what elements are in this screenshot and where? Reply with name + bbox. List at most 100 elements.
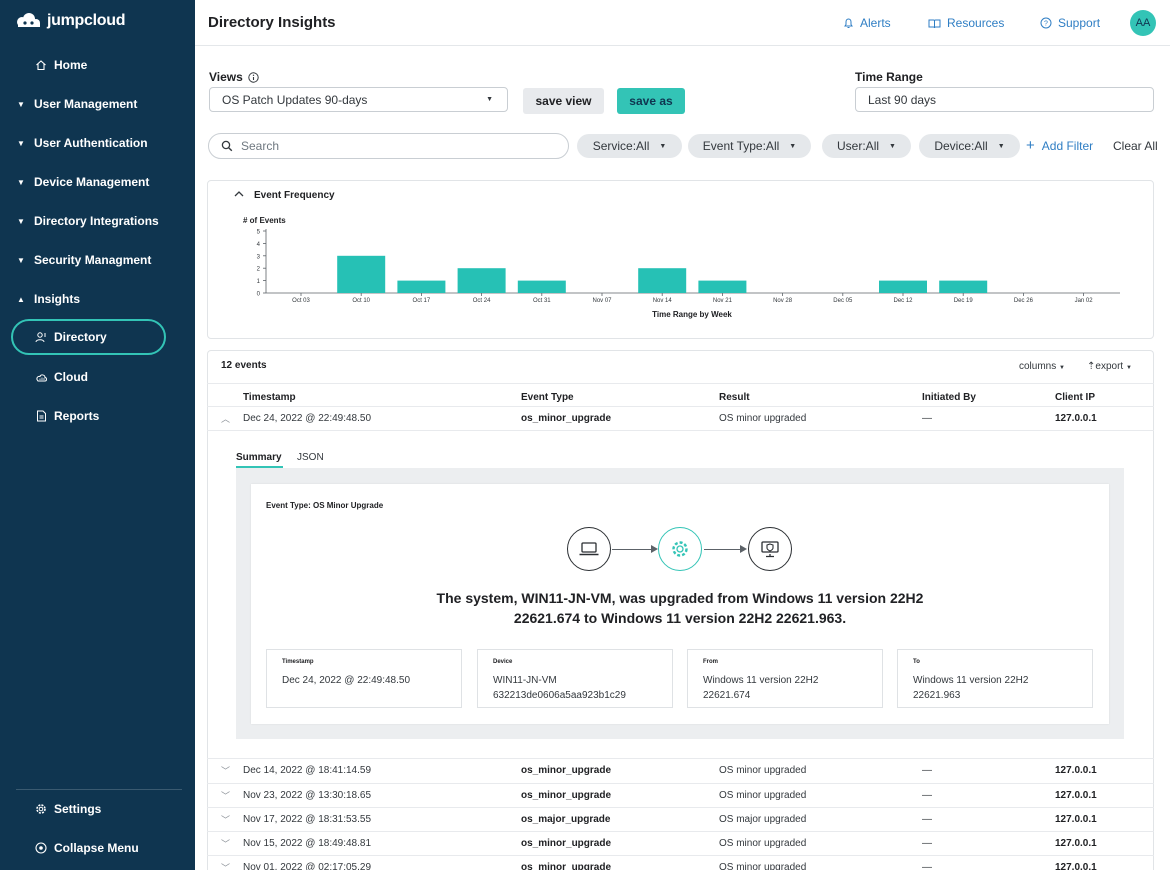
chevron-down-icon[interactable]: ﹀: [221, 791, 231, 801]
x-tick-label: Oct 03: [292, 298, 310, 304]
chevron-up-icon[interactable]: ︿: [221, 414, 231, 424]
views-select[interactable]: OS Patch Updates 90-days ▼: [209, 87, 508, 112]
tab-summary[interactable]: Summary: [236, 452, 282, 463]
bar-nov-21: [698, 280, 747, 293]
brand-name: jumpcloud: [47, 12, 126, 29]
sidebar-item-security-management[interactable]: ▼ Security Managment: [0, 245, 195, 275]
chevron-down-icon[interactable]: ﹀: [221, 766, 231, 776]
col-header-result[interactable]: Result: [719, 392, 750, 403]
info-line: WIN11-JN-VM: [493, 675, 557, 686]
bell-icon: [844, 18, 853, 28]
y-tick-label: 3: [257, 254, 261, 260]
x-tick-label: Dec 05: [833, 298, 853, 304]
events-count: 12 events: [221, 360, 267, 371]
filter-chip-service[interactable]: Service:All ▼: [577, 134, 682, 158]
save-view-button[interactable]: save view: [523, 88, 604, 114]
filter-chip-event-type[interactable]: Event Type:All ▼: [688, 134, 811, 158]
directory-icon: [34, 330, 48, 344]
info-line: Dec 24, 2022 @ 22:49:48.50: [282, 675, 411, 686]
sidebar-item-user-authentication[interactable]: ▼ User Authentication: [0, 128, 195, 158]
col-header-client-ip[interactable]: Client IP: [1055, 392, 1096, 403]
x-tick-label: Nov 14: [653, 298, 673, 304]
caret-up-icon: ▲: [17, 294, 25, 304]
alerts-link[interactable]: Alerts: [843, 16, 891, 30]
search-input[interactable]: Search: [208, 133, 569, 159]
info-box-title: From: [703, 659, 718, 665]
col-header-initiated-by[interactable]: Initiated By: [922, 392, 976, 403]
table-row[interactable]: ﹀ Nov 15, 2022 @ 18:49:48.81 os_minor_up…: [207, 831, 1154, 855]
sidebar-item-device-management[interactable]: ▼ Device Management: [0, 167, 195, 197]
table-row[interactable]: ﹀ Nov 17, 2022 @ 18:31:53.55 os_major_up…: [207, 807, 1154, 831]
sidebar-item-user-management[interactable]: ▼ User Management: [0, 89, 195, 119]
table-row-expanded[interactable]: ︿ Dec 24, 2022 @ 22:49:48.50 os_minor_up…: [207, 406, 1154, 430]
cell-event-type: os_minor_upgrade: [521, 765, 612, 776]
save-as-button[interactable]: save as: [617, 88, 685, 114]
resources-link[interactable]: Resources: [928, 16, 1004, 30]
info-box-timestamp: Timestamp Dec 24, 2022 @ 22:49:48.50: [266, 649, 462, 708]
col-header-event-type[interactable]: Event Type: [521, 392, 574, 403]
filter-chip-device[interactable]: Device:All ▼: [919, 134, 1020, 158]
chevron-down-icon[interactable]: ﹀: [221, 863, 231, 870]
info-box-from: From Windows 11 version 22H2 22621.674: [687, 649, 883, 708]
add-filter-button[interactable]: + Add Filter: [1026, 138, 1093, 153]
export-icon: ⇡: [1087, 361, 1096, 372]
info-box-value: Windows 11 version 22H2 22621.963: [913, 673, 1028, 703]
dropdown-arrow-icon: ▼: [889, 142, 896, 150]
cell-initiated-by: —: [922, 838, 932, 849]
bar-nov-14: [638, 268, 687, 293]
time-range-select[interactable]: Last 90 days: [855, 87, 1154, 112]
chevron-down-icon[interactable]: ﹀: [221, 839, 231, 849]
info-box-value: WIN11-JN-VM 632213de0606a5aa923b1c29: [493, 673, 626, 703]
sidebar-item-directory-integrations[interactable]: ▼ Directory Integrations: [0, 206, 195, 236]
avatar[interactable]: AA: [1130, 10, 1156, 36]
tab-json[interactable]: JSON: [297, 452, 324, 463]
detail-summary-sentence: The system, WIN11-JN-VM, was upgraded fr…: [400, 588, 960, 628]
sidebar-item-home[interactable]: Home: [0, 50, 195, 80]
col-header-timestamp[interactable]: Timestamp: [243, 392, 296, 403]
sidebar: jumpcloud Home ▼ User Management ▼ User …: [0, 0, 195, 870]
info-line: Windows 11 version 22H2: [703, 675, 819, 686]
cell-event-type: os_major_upgrade: [521, 814, 611, 825]
info-box-to: To Windows 11 version 22H2 22621.963: [897, 649, 1093, 708]
cell-initiated-by: —: [922, 790, 932, 801]
export-button[interactable]: ⇡export ▼: [1087, 361, 1132, 372]
chevron-down-icon[interactable]: ﹀: [221, 815, 231, 825]
search-placeholder: Search: [241, 139, 280, 153]
jumpcloud-logo[interactable]: jumpcloud: [13, 12, 125, 30]
dropdown-arrow-icon: ▼: [659, 142, 667, 150]
sidebar-item-insights[interactable]: ▲ Insights: [0, 284, 195, 314]
info-line: 22621.674: [703, 690, 751, 701]
filter-chip-user[interactable]: User:All ▼: [822, 134, 911, 158]
cell-timestamp: Nov 01, 2022 @ 02:17:05.29: [243, 862, 372, 870]
time-range-label: Time Range: [855, 70, 923, 84]
caret-down-icon: ▼: [17, 177, 25, 187]
info-box-title: Device: [493, 659, 513, 665]
sidebar-item-reports[interactable]: Reports: [0, 401, 195, 431]
views-label: Views: [209, 70, 243, 84]
sidebar-item-directory[interactable]: Directory: [11, 319, 166, 355]
collapse-chevron-icon[interactable]: [234, 189, 244, 200]
columns-label: columns: [1019, 361, 1057, 372]
y-tick-label: 5: [257, 230, 261, 236]
sidebar-item-label: Cloud: [54, 370, 88, 384]
sidebar-item-cloud[interactable]: Cloud: [0, 362, 195, 392]
support-link[interactable]: ? Support: [1040, 16, 1100, 30]
x-tick-label: Dec 12: [893, 298, 913, 304]
info-icon[interactable]: [248, 71, 259, 83]
table-row[interactable]: ﹀ Nov 23, 2022 @ 13:30:18.65 os_minor_up…: [207, 783, 1154, 807]
support-label: Support: [1058, 16, 1101, 30]
cell-timestamp: Nov 17, 2022 @ 18:31:53.55: [243, 814, 372, 825]
active-tab-indicator: [236, 466, 283, 468]
caret-down-icon: ▼: [17, 216, 25, 226]
table-row[interactable]: ﹀ Nov 01, 2022 @ 02:17:05.29 os_minor_up…: [207, 855, 1154, 870]
cell-event-type: os_minor_upgrade: [521, 862, 612, 870]
sidebar-collapse-menu[interactable]: Collapse Menu: [0, 833, 195, 863]
cell-initiated-by: —: [922, 814, 932, 825]
clear-all-button[interactable]: Clear All: [1113, 139, 1158, 153]
sidebar-item-settings[interactable]: Settings: [0, 794, 195, 824]
sidebar-item-label: Collapse Menu: [54, 841, 139, 855]
search-icon: [221, 140, 233, 152]
table-row[interactable]: ﹀ Dec 14, 2022 @ 18:41:14.59 os_minor_up…: [207, 758, 1154, 782]
columns-button[interactable]: columns ▼: [1019, 361, 1065, 372]
reports-icon: [34, 409, 48, 423]
